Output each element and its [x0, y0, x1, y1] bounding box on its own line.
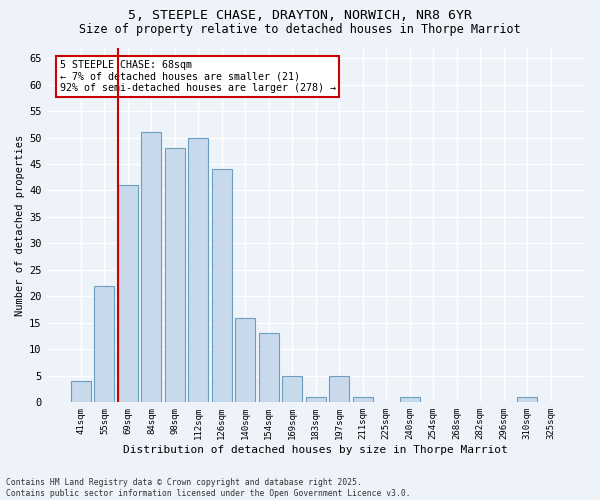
Bar [142, 132, 161, 402]
Bar [212, 170, 232, 402]
Bar [118, 185, 138, 402]
Text: 5, STEEPLE CHASE, DRAYTON, NORWICH, NR8 6YR: 5, STEEPLE CHASE, DRAYTON, NORWICH, NR8 … [128, 9, 472, 22]
Bar [259, 334, 279, 402]
Bar [517, 397, 537, 402]
Text: 5 STEEPLE CHASE: 68sqm
← 7% of detached houses are smaller (21)
92% of semi-deta: 5 STEEPLE CHASE: 68sqm ← 7% of detached … [60, 60, 336, 93]
X-axis label: Distribution of detached houses by size in Thorpe Marriot: Distribution of detached houses by size … [124, 445, 508, 455]
Text: Contains HM Land Registry data © Crown copyright and database right 2025.
Contai: Contains HM Land Registry data © Crown c… [6, 478, 410, 498]
Bar [188, 138, 208, 402]
Bar [353, 397, 373, 402]
Bar [306, 397, 326, 402]
Bar [165, 148, 185, 403]
Bar [94, 286, 115, 403]
Bar [400, 397, 419, 402]
Text: Size of property relative to detached houses in Thorpe Marriot: Size of property relative to detached ho… [79, 22, 521, 36]
Bar [235, 318, 256, 402]
Bar [329, 376, 349, 402]
Bar [71, 381, 91, 402]
Bar [283, 376, 302, 402]
Y-axis label: Number of detached properties: Number of detached properties [15, 134, 25, 316]
